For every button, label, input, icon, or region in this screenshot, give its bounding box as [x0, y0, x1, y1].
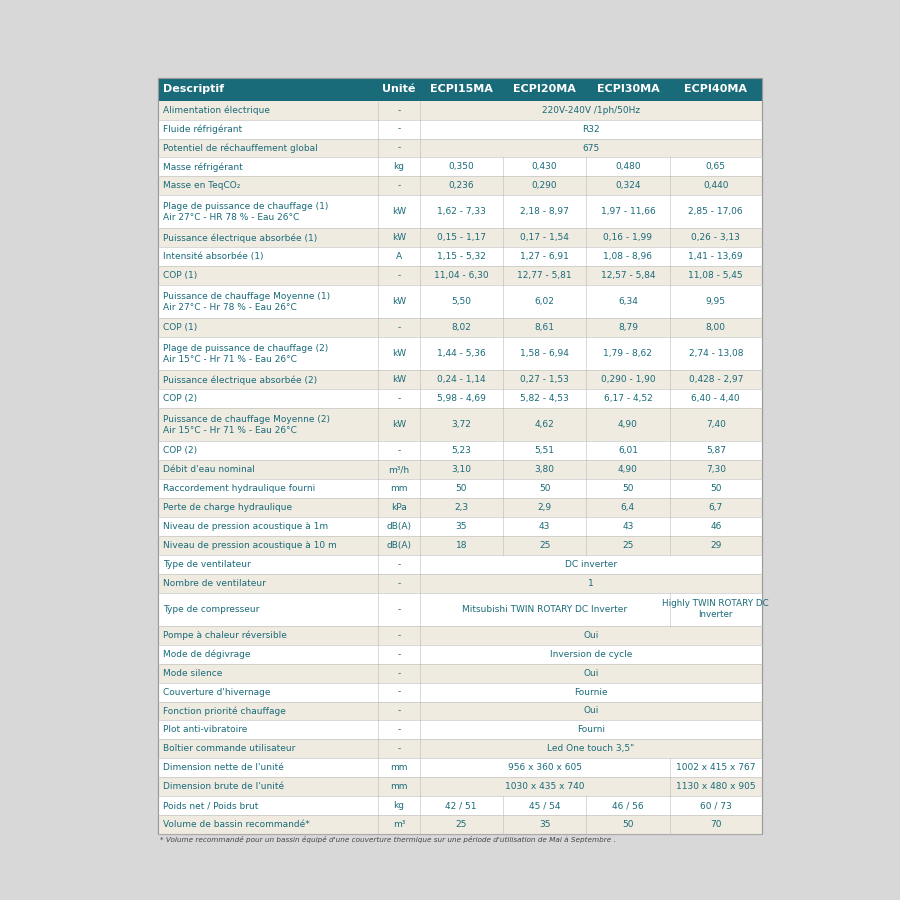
Text: Boîtier commande utilisateur: Boîtier commande utilisateur: [163, 744, 295, 753]
Text: -: -: [398, 579, 400, 588]
Bar: [158, 460, 762, 479]
Bar: [158, 815, 762, 834]
Bar: [158, 536, 762, 555]
Text: COP (2): COP (2): [163, 446, 197, 455]
Text: 35: 35: [539, 820, 550, 829]
Text: -: -: [398, 271, 400, 280]
Text: Oui: Oui: [583, 706, 599, 716]
Text: 2,85 - 17,06: 2,85 - 17,06: [688, 207, 743, 216]
Text: 43: 43: [622, 522, 634, 531]
Text: 956 x 360 x 605: 956 x 360 x 605: [508, 763, 581, 772]
Text: Puissance électrique absorbée (1): Puissance électrique absorbée (1): [163, 233, 317, 243]
Text: Unité: Unité: [382, 85, 416, 94]
Bar: [158, 78, 762, 101]
Text: Plot anti-vibratoire: Plot anti-vibratoire: [163, 725, 248, 734]
Text: 25: 25: [539, 541, 550, 550]
Text: kW: kW: [392, 297, 406, 306]
Text: 0,430: 0,430: [532, 162, 557, 171]
Text: 3,80: 3,80: [535, 465, 554, 474]
Bar: [158, 158, 762, 176]
Text: 60 / 73: 60 / 73: [700, 801, 732, 810]
Text: 18: 18: [455, 541, 467, 550]
Text: Débit d'eau nominal: Débit d'eau nominal: [163, 465, 255, 474]
Text: 220V-240V /1ph/50Hz: 220V-240V /1ph/50Hz: [542, 105, 640, 114]
Text: Perte de charge hydraulique: Perte de charge hydraulique: [163, 503, 292, 512]
Text: kg: kg: [393, 162, 404, 171]
Text: 46: 46: [710, 522, 722, 531]
Text: kg: kg: [393, 801, 404, 810]
Text: Fourni: Fourni: [577, 725, 605, 734]
Text: 5,98 - 4,69: 5,98 - 4,69: [436, 394, 486, 403]
Text: mm: mm: [391, 763, 408, 772]
Text: 45 / 54: 45 / 54: [529, 801, 561, 810]
Text: kPa: kPa: [392, 503, 407, 512]
Text: Dimension brute de l'unité: Dimension brute de l'unité: [163, 782, 284, 791]
Text: 0,324: 0,324: [616, 182, 641, 191]
Text: Type de ventilateur: Type de ventilateur: [163, 560, 251, 569]
Text: m³: m³: [392, 820, 405, 829]
Bar: [158, 101, 762, 120]
Text: 2,3: 2,3: [454, 503, 468, 512]
Bar: [158, 555, 762, 574]
Bar: [158, 740, 762, 759]
Text: kW: kW: [392, 233, 406, 242]
Text: -: -: [398, 560, 400, 569]
Bar: [158, 319, 762, 338]
Text: Type de compresseur: Type de compresseur: [163, 605, 259, 614]
Text: kW: kW: [392, 207, 406, 216]
Text: 6,17 - 4,52: 6,17 - 4,52: [604, 394, 652, 403]
Text: Niveau de pression acoustique à 10 m: Niveau de pression acoustique à 10 m: [163, 541, 337, 550]
Bar: [158, 574, 762, 593]
Text: 0,350: 0,350: [448, 162, 474, 171]
Text: kW: kW: [392, 349, 406, 358]
Text: Couverture d'hivernage: Couverture d'hivernage: [163, 688, 271, 697]
Text: 2,9: 2,9: [537, 503, 552, 512]
Text: mm: mm: [391, 484, 408, 493]
Text: 25: 25: [622, 541, 634, 550]
Text: ECPI20MA: ECPI20MA: [513, 85, 576, 94]
Text: kW: kW: [392, 420, 406, 429]
Bar: [158, 682, 762, 701]
Text: -: -: [398, 605, 400, 614]
Text: Poids net / Poids brut: Poids net / Poids brut: [163, 801, 258, 810]
Text: 6,4: 6,4: [621, 503, 635, 512]
Text: 8,79: 8,79: [618, 323, 638, 332]
Text: 0,440: 0,440: [703, 182, 728, 191]
Text: -: -: [398, 143, 400, 152]
Bar: [158, 195, 762, 229]
Text: 3,72: 3,72: [451, 420, 471, 429]
Text: -: -: [398, 669, 400, 678]
Text: 0,26 - 3,13: 0,26 - 3,13: [691, 233, 740, 242]
Text: Mode de dégivrage: Mode de dégivrage: [163, 650, 250, 659]
Text: -: -: [398, 688, 400, 697]
Text: 1,58 - 6,94: 1,58 - 6,94: [520, 349, 569, 358]
Text: Masse réfrigérant: Masse réfrigérant: [163, 162, 243, 172]
Text: 42 / 51: 42 / 51: [446, 801, 477, 810]
Text: -: -: [398, 706, 400, 716]
Text: 5,87: 5,87: [706, 446, 725, 455]
Text: Plage de puissance de chauffage (1)
Air 27°C - HR 78 % - Eau 26°C: Plage de puissance de chauffage (1) Air …: [163, 202, 328, 222]
Bar: [158, 593, 762, 626]
Text: 8,61: 8,61: [535, 323, 554, 332]
Text: 5,50: 5,50: [451, 297, 472, 306]
Text: dB(A): dB(A): [386, 522, 411, 531]
Text: COP (1): COP (1): [163, 271, 197, 280]
Text: -: -: [398, 394, 400, 403]
Text: DC inverter: DC inverter: [564, 560, 616, 569]
Text: 1030 x 435 x 740: 1030 x 435 x 740: [505, 782, 584, 791]
Text: 0,27 - 1,53: 0,27 - 1,53: [520, 375, 569, 384]
Text: 4,62: 4,62: [535, 420, 554, 429]
Text: -: -: [398, 650, 400, 659]
Text: 50: 50: [539, 484, 550, 493]
Text: 50: 50: [710, 484, 722, 493]
Text: 70: 70: [710, 820, 722, 829]
Text: 12,77 - 5,81: 12,77 - 5,81: [518, 271, 572, 280]
Text: Mitsubishi TWIN ROTARY DC Inverter: Mitsubishi TWIN ROTARY DC Inverter: [462, 605, 627, 614]
Bar: [158, 479, 762, 498]
Text: 0,290 - 1,90: 0,290 - 1,90: [600, 375, 655, 384]
Text: 0,480: 0,480: [615, 162, 641, 171]
Text: 5,51: 5,51: [535, 446, 554, 455]
Text: Puissance de chauffage Moyenne (2)
Air 15°C - Hr 71 % - Eau 26°C: Puissance de chauffage Moyenne (2) Air 1…: [163, 415, 330, 435]
Bar: [158, 390, 762, 409]
Text: 1002 x 415 x 767: 1002 x 415 x 767: [676, 763, 755, 772]
